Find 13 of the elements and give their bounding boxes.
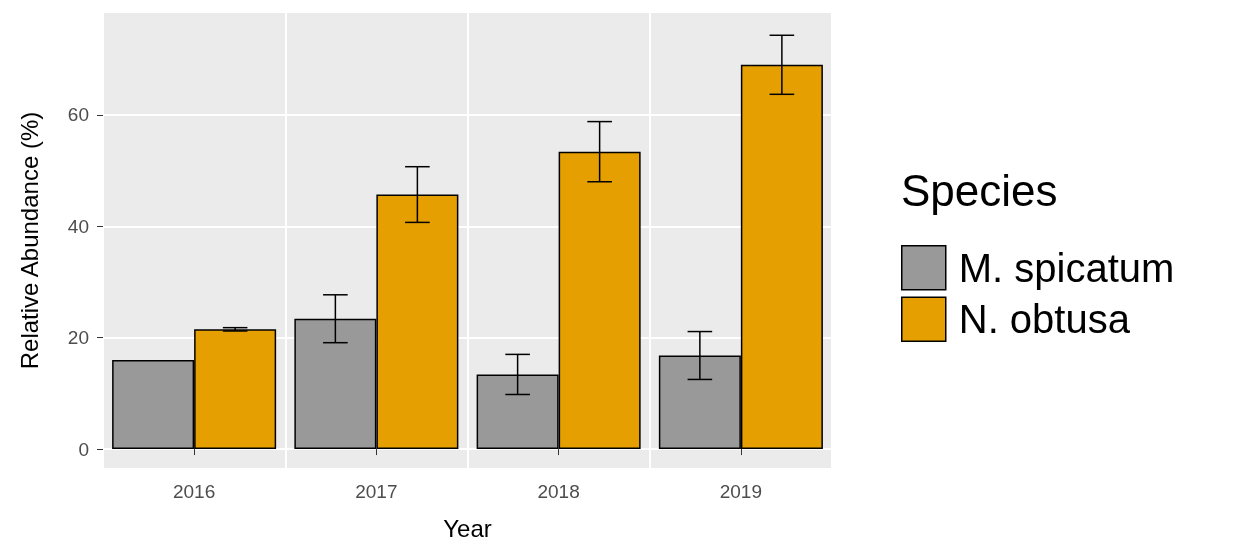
x-tick-label: 2019 bbox=[719, 481, 763, 502]
x-tick-label: 2018 bbox=[537, 481, 580, 502]
y-tick-label: 0 bbox=[78, 438, 89, 460]
y-tick-label: 60 bbox=[67, 104, 89, 126]
x-tick-label: 2016 bbox=[172, 481, 216, 502]
y-tick-label: 40 bbox=[67, 215, 89, 237]
legend-label: N. obtusa bbox=[958, 297, 1131, 342]
x-axis-title: Year bbox=[443, 514, 492, 542]
legend-title: Species bbox=[901, 165, 1058, 215]
y-tick-label: 20 bbox=[67, 327, 89, 349]
y-axis-title: Relative Abundance (%) bbox=[15, 111, 43, 370]
x-tick-label: 2017 bbox=[355, 481, 398, 502]
legend-label: M. spicatum bbox=[958, 245, 1175, 290]
